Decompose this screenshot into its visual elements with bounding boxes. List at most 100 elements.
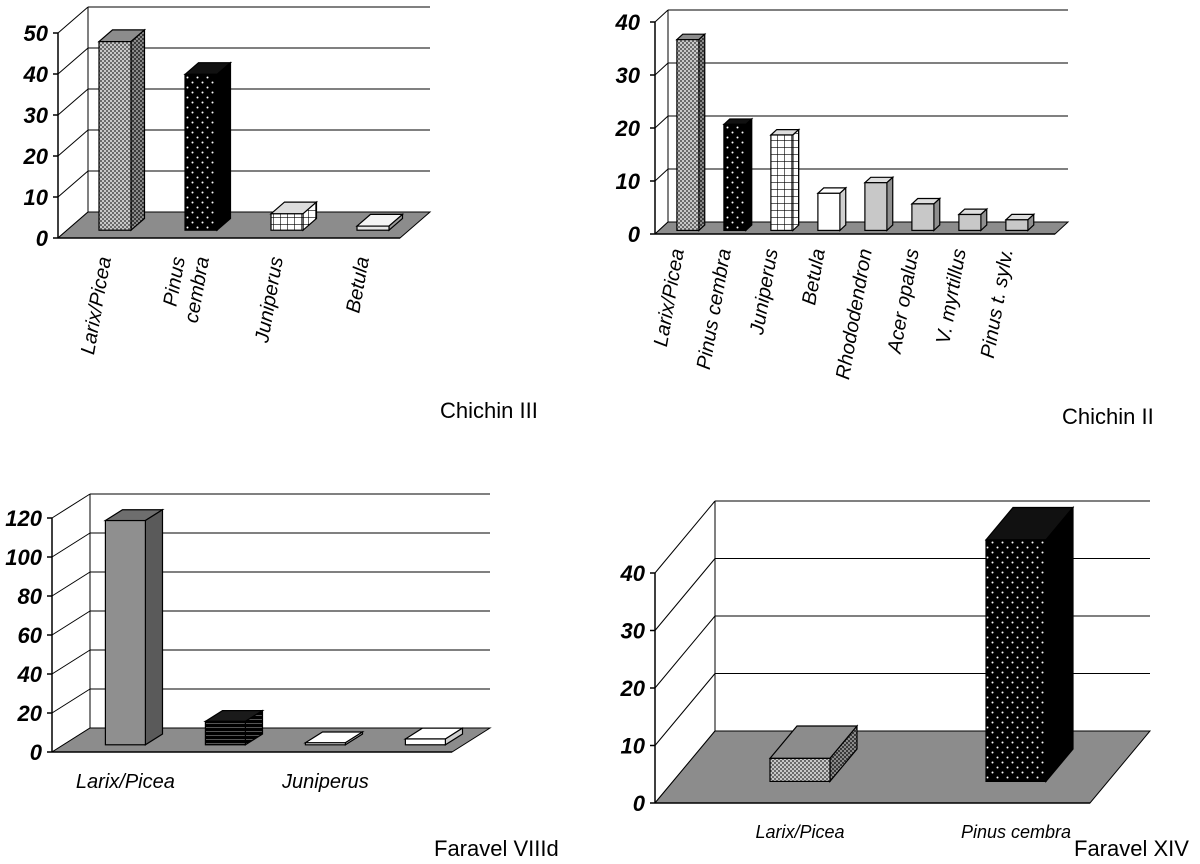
faravel-xiv-x-labels: Larix/Picea Pinus cembra [755, 822, 1071, 842]
bar-side [216, 61, 232, 232]
bar-front [270, 213, 304, 231]
x-tick-label: Juniperus [746, 247, 783, 337]
faravel-xiv-axes [653, 500, 1152, 804]
bar-front [356, 225, 390, 231]
bar [768, 724, 859, 784]
bar [183, 61, 233, 232]
bar-front [958, 213, 982, 231]
faravel-viiid-x-labels: Larix/Picea Juniperus [76, 771, 369, 793]
bar [957, 207, 989, 232]
faravel-xiv-bars [768, 505, 1075, 784]
gridline-side [654, 168, 669, 182]
bar-front [98, 40, 132, 231]
chichin-ii-bars [675, 32, 1036, 232]
gridline-side [51, 610, 91, 636]
bar [97, 28, 147, 232]
gridline-side [654, 9, 669, 23]
x-tick-label: Betula [342, 255, 374, 315]
gridline-side [51, 493, 91, 519]
y-tick-label: 20 [615, 116, 641, 141]
gridline-side [51, 532, 91, 558]
y-tick-label: 20 [17, 701, 43, 726]
bar [1004, 213, 1036, 232]
x-tick-label: Betula [798, 247, 830, 307]
bar-front [864, 182, 888, 231]
bar-front [911, 203, 935, 231]
bar-front [723, 123, 747, 232]
x-tick-label: Pinus cembra [961, 822, 1071, 842]
gridline-side [57, 88, 89, 116]
bar-front [770, 134, 794, 232]
y-tick-label: 10 [616, 169, 641, 194]
gridline-side [51, 688, 91, 714]
bar-front [676, 38, 700, 232]
bar-side [792, 128, 800, 232]
x-tick-label: Rhododendron [832, 247, 877, 381]
bar-side [839, 186, 847, 232]
chichin-ii-axes [653, 9, 1070, 235]
y-tick-label: 40 [17, 662, 43, 687]
chichin-iii-bars [97, 28, 405, 232]
y-tick-label: 30 [24, 103, 49, 128]
gridline-side [57, 6, 89, 34]
chichin-iii-title: Chichin III [440, 398, 538, 423]
x-tick-label: Larix/Picea [76, 771, 175, 793]
floor [653, 730, 1152, 804]
gridline-side [57, 170, 89, 198]
bar-front [769, 757, 831, 783]
bar-front [204, 720, 246, 746]
gridline-side [51, 571, 91, 597]
bar-front [1005, 219, 1029, 232]
x-tick-label: Larix/Picea [650, 247, 689, 348]
faravel-xiv-title: Faravel XIV [1074, 836, 1189, 861]
gridline-side [654, 615, 716, 689]
bar [203, 709, 265, 746]
y-tick-label: 80 [18, 584, 43, 609]
x-tick-label: Pinus t. sylv. [977, 247, 1018, 360]
bar [769, 128, 801, 232]
y-tick-label: 100 [5, 545, 42, 570]
y-tick-label: 30 [616, 63, 641, 88]
bar-side [144, 508, 164, 746]
y-tick-label: 0 [36, 226, 49, 251]
bar-front [104, 519, 147, 746]
faravel-viiid-y-ticks: 0 20 40 60 80 100 120 [5, 506, 52, 765]
bar-front [817, 192, 841, 232]
bar [675, 32, 707, 232]
gridline-side [654, 115, 669, 129]
y-tick-label: 0 [633, 791, 646, 816]
x-tick-label: Larix/Picea [755, 822, 844, 842]
x-tick-label: V. myrtillus [932, 247, 970, 346]
y-tick-label: 20 [23, 144, 49, 169]
bar [303, 730, 365, 746]
bar [269, 200, 319, 232]
chichin-iii-axes [56, 6, 432, 239]
faravel-xiv-y-ticks: 0 10 20 30 40 [620, 561, 655, 816]
y-tick-label: 50 [24, 21, 49, 46]
bar [722, 117, 754, 232]
chart-faravel-xiv: 0 10 20 30 40 Larix/Picea Pinus cembra Farave… [620, 500, 1189, 861]
gridline-side [57, 47, 89, 75]
x-tick-label: Larix/Picea [77, 255, 116, 356]
chart-faravel-viiid: 0 20 40 60 80 100 120 Larix/Picea Juniperus Far… [5, 493, 559, 861]
y-tick-label: 60 [18, 623, 43, 648]
y-tick-label: 30 [621, 619, 646, 644]
bar-front [985, 539, 1047, 783]
y-tick-label: 0 [30, 740, 43, 765]
gridline-side [57, 129, 89, 157]
y-tick-label: 10 [24, 185, 49, 210]
bar [863, 175, 895, 232]
bar-front [304, 742, 346, 746]
bar-front [184, 73, 218, 231]
y-tick-label: 40 [620, 561, 646, 586]
gridline-side [654, 500, 716, 574]
gridline-side [654, 62, 669, 76]
bar [816, 186, 848, 232]
faravel-viiid-bars [103, 508, 465, 746]
chichin-iii-y-ticks: 0 10 20 30 40 50 [23, 21, 58, 251]
gridline-side [51, 649, 91, 675]
bar-side [130, 28, 146, 232]
